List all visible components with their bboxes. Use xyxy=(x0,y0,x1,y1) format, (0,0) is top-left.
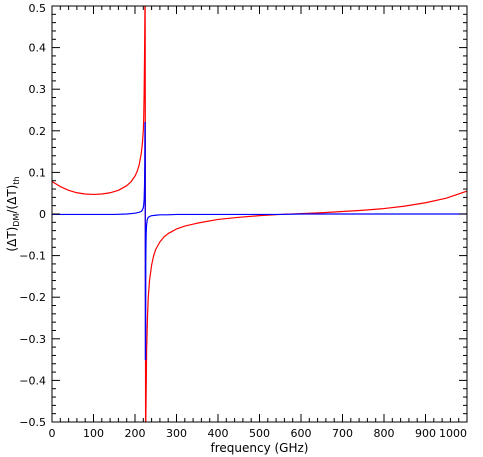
x-tick-label: 1000 xyxy=(439,427,467,440)
y-axis-title: (ΔT)DM/(ΔT)th xyxy=(5,176,21,251)
y-tick-label: 0.5 xyxy=(29,2,47,15)
x-tick-label: 800 xyxy=(374,427,395,440)
y-tick-label: −0.2 xyxy=(19,291,46,304)
ticks-layer xyxy=(51,5,468,423)
x-tick-label: 200 xyxy=(125,427,146,440)
x-tick-label: 0 xyxy=(49,427,56,440)
series-line-2 xyxy=(52,121,467,361)
y-tick-label: −0.3 xyxy=(19,333,46,346)
y-tick-label: 0 xyxy=(39,208,46,221)
x-tick-label: 700 xyxy=(332,427,353,440)
series-layer xyxy=(52,6,467,422)
y-tick-label: 0.1 xyxy=(29,166,47,179)
tick-labels-layer: 0 100 200 300 400 500 600 700 800 900 1000 −0.5 −0.4… xyxy=(19,2,467,440)
x-tick-label: 600 xyxy=(291,427,312,440)
x-axis-title: frequency (GHz) xyxy=(211,441,309,455)
y-tick-label: −0.5 xyxy=(19,416,46,429)
y-tick-label: 0.3 xyxy=(29,83,47,96)
x-tick-label: 100 xyxy=(83,427,104,440)
x-tick-label: 900 xyxy=(415,427,436,440)
y-tick-label: −0.4 xyxy=(19,374,46,387)
x-tick-label: 500 xyxy=(249,427,270,440)
x-tick-label: 400 xyxy=(208,427,229,440)
y-tick-label: −0.1 xyxy=(19,250,46,263)
y-tick-label: 0.4 xyxy=(29,42,47,55)
x-tick-label: 300 xyxy=(166,427,187,440)
y-tick-label: 0.2 xyxy=(29,125,47,138)
